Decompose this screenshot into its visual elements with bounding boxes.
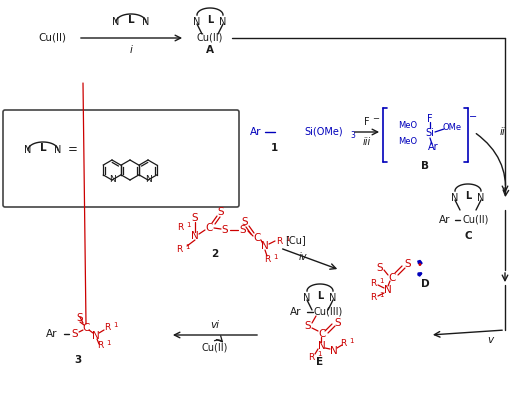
Text: 1: 1 (113, 322, 117, 328)
Text: 1: 1 (185, 244, 189, 250)
Text: ii: ii (500, 127, 506, 137)
Text: N: N (330, 346, 338, 356)
Text: Ar: Ar (290, 307, 302, 317)
Text: 1: 1 (285, 236, 290, 242)
Text: 1: 1 (349, 338, 353, 344)
Text: R: R (308, 352, 314, 361)
Text: R: R (104, 324, 110, 332)
Text: S: S (335, 318, 342, 328)
Text: Cu(II): Cu(II) (202, 343, 228, 353)
Text: L: L (207, 15, 213, 25)
Text: i: i (130, 45, 132, 55)
Text: R: R (176, 245, 182, 255)
Text: C: C (83, 323, 90, 333)
Text: Ar: Ar (46, 329, 58, 339)
Text: S: S (217, 207, 224, 217)
Text: C: C (206, 223, 213, 233)
Text: S: S (72, 329, 78, 339)
Text: N: N (330, 293, 337, 303)
Text: N: N (108, 176, 115, 184)
Text: 1: 1 (270, 143, 278, 153)
Text: OMe: OMe (442, 124, 461, 132)
Text: S: S (222, 225, 228, 235)
Text: R: R (276, 237, 282, 247)
Text: 1: 1 (273, 254, 278, 260)
Text: C: C (318, 329, 326, 339)
Text: N: N (24, 145, 32, 155)
Text: N: N (54, 145, 62, 155)
Text: iii: iii (363, 137, 371, 147)
Text: Ar: Ar (250, 127, 262, 137)
Text: S: S (305, 321, 311, 331)
Text: 2: 2 (211, 249, 218, 259)
Text: S: S (192, 213, 198, 223)
Text: S: S (77, 313, 84, 323)
Text: N: N (452, 193, 459, 203)
Text: N: N (193, 17, 201, 27)
Text: D: D (421, 279, 429, 289)
Text: 3: 3 (74, 355, 81, 365)
Text: −: − (469, 112, 477, 122)
Text: R: R (97, 342, 103, 350)
Text: 1: 1 (186, 222, 190, 228)
Text: N: N (384, 285, 392, 295)
Text: N: N (318, 341, 326, 351)
Text: L: L (39, 143, 46, 153)
Text: Si: Si (426, 128, 434, 138)
Text: N: N (142, 17, 149, 27)
Text: S: S (242, 217, 248, 227)
Text: Cu(II): Cu(II) (463, 215, 489, 225)
Text: S: S (377, 263, 384, 273)
Text: R: R (370, 294, 376, 302)
Text: 3: 3 (350, 130, 355, 140)
Text: N: N (112, 17, 120, 27)
Text: Cu(II): Cu(II) (197, 32, 223, 42)
Text: S: S (405, 259, 412, 269)
Text: S: S (240, 225, 247, 235)
Text: N: N (145, 176, 152, 184)
Text: Cu(III): Cu(III) (313, 307, 343, 317)
Text: =: = (68, 144, 78, 156)
Text: 1: 1 (379, 292, 384, 298)
Text: L: L (128, 15, 134, 25)
Text: N: N (261, 241, 269, 251)
Text: N: N (191, 231, 199, 241)
Text: •: • (417, 260, 423, 270)
Text: Cu(II): Cu(II) (38, 33, 66, 43)
Text: v: v (487, 335, 493, 345)
Text: C: C (464, 231, 472, 241)
Text: [Cu]: [Cu] (284, 235, 305, 245)
Text: 1: 1 (379, 278, 384, 284)
Text: L: L (465, 191, 471, 201)
Text: B: B (421, 161, 429, 171)
Text: F: F (427, 114, 433, 124)
Text: vi: vi (211, 320, 220, 330)
Text: 1: 1 (317, 351, 321, 357)
Text: N: N (477, 193, 485, 203)
Text: C: C (253, 233, 261, 243)
Text: A: A (206, 45, 214, 55)
Text: Ar: Ar (428, 142, 439, 152)
Text: E: E (317, 357, 323, 367)
Text: L: L (317, 291, 323, 301)
Text: Si(OMe): Si(OMe) (304, 127, 343, 137)
Text: R: R (264, 255, 270, 265)
Text: MeO: MeO (399, 120, 418, 130)
Text: R: R (340, 340, 346, 348)
Text: N: N (92, 331, 100, 341)
Text: F: F (364, 117, 370, 127)
FancyBboxPatch shape (3, 110, 239, 207)
Text: C: C (388, 273, 395, 283)
Text: MeO: MeO (399, 136, 418, 146)
Text: 1: 1 (106, 340, 111, 346)
Text: −: − (372, 115, 379, 124)
Text: N: N (220, 17, 227, 27)
Text: R: R (177, 223, 183, 233)
Text: R: R (370, 279, 376, 288)
Text: Ar: Ar (439, 215, 450, 225)
Text: iv: iv (299, 252, 307, 262)
Text: N: N (303, 293, 311, 303)
